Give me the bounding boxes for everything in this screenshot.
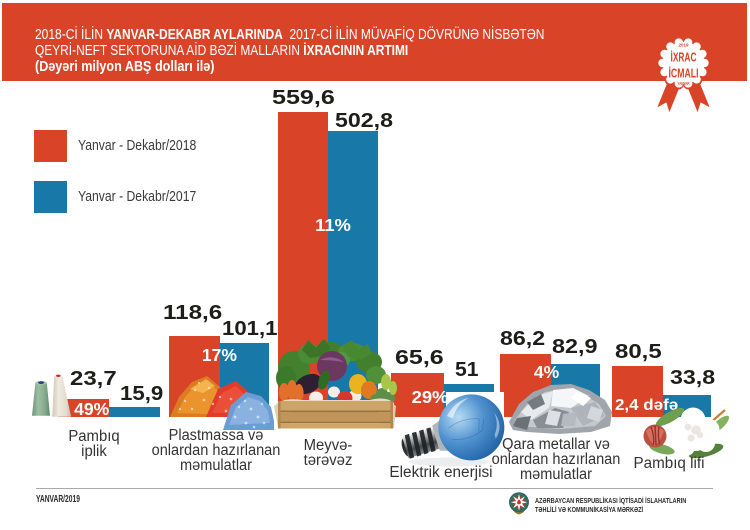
svg-text:YANVAR: YANVAR [678, 81, 690, 86]
svg-text:2019: 2019 [679, 43, 689, 48]
svg-text:İCMALI: İCMALI [669, 66, 699, 81]
svg-text:İXRAC: İXRAC [671, 50, 697, 65]
